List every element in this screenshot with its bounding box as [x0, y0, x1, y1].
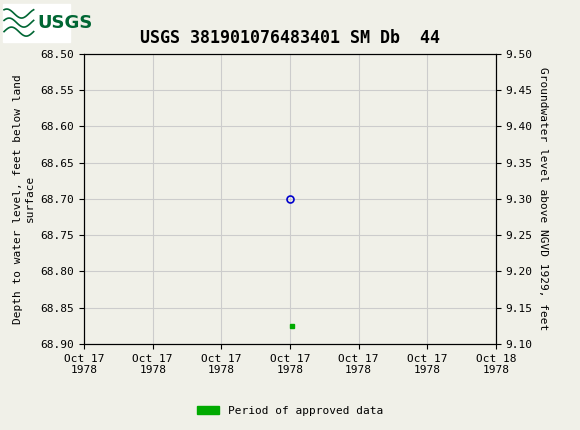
- Y-axis label: Depth to water level, feet below land
surface: Depth to water level, feet below land su…: [13, 74, 35, 324]
- Legend: Period of approved data: Period of approved data: [193, 401, 387, 420]
- Text: USGS: USGS: [38, 14, 93, 31]
- Title: USGS 381901076483401 SM Db  44: USGS 381901076483401 SM Db 44: [140, 29, 440, 46]
- FancyBboxPatch shape: [3, 3, 70, 42]
- Y-axis label: Groundwater level above NGVD 1929, feet: Groundwater level above NGVD 1929, feet: [538, 67, 548, 331]
